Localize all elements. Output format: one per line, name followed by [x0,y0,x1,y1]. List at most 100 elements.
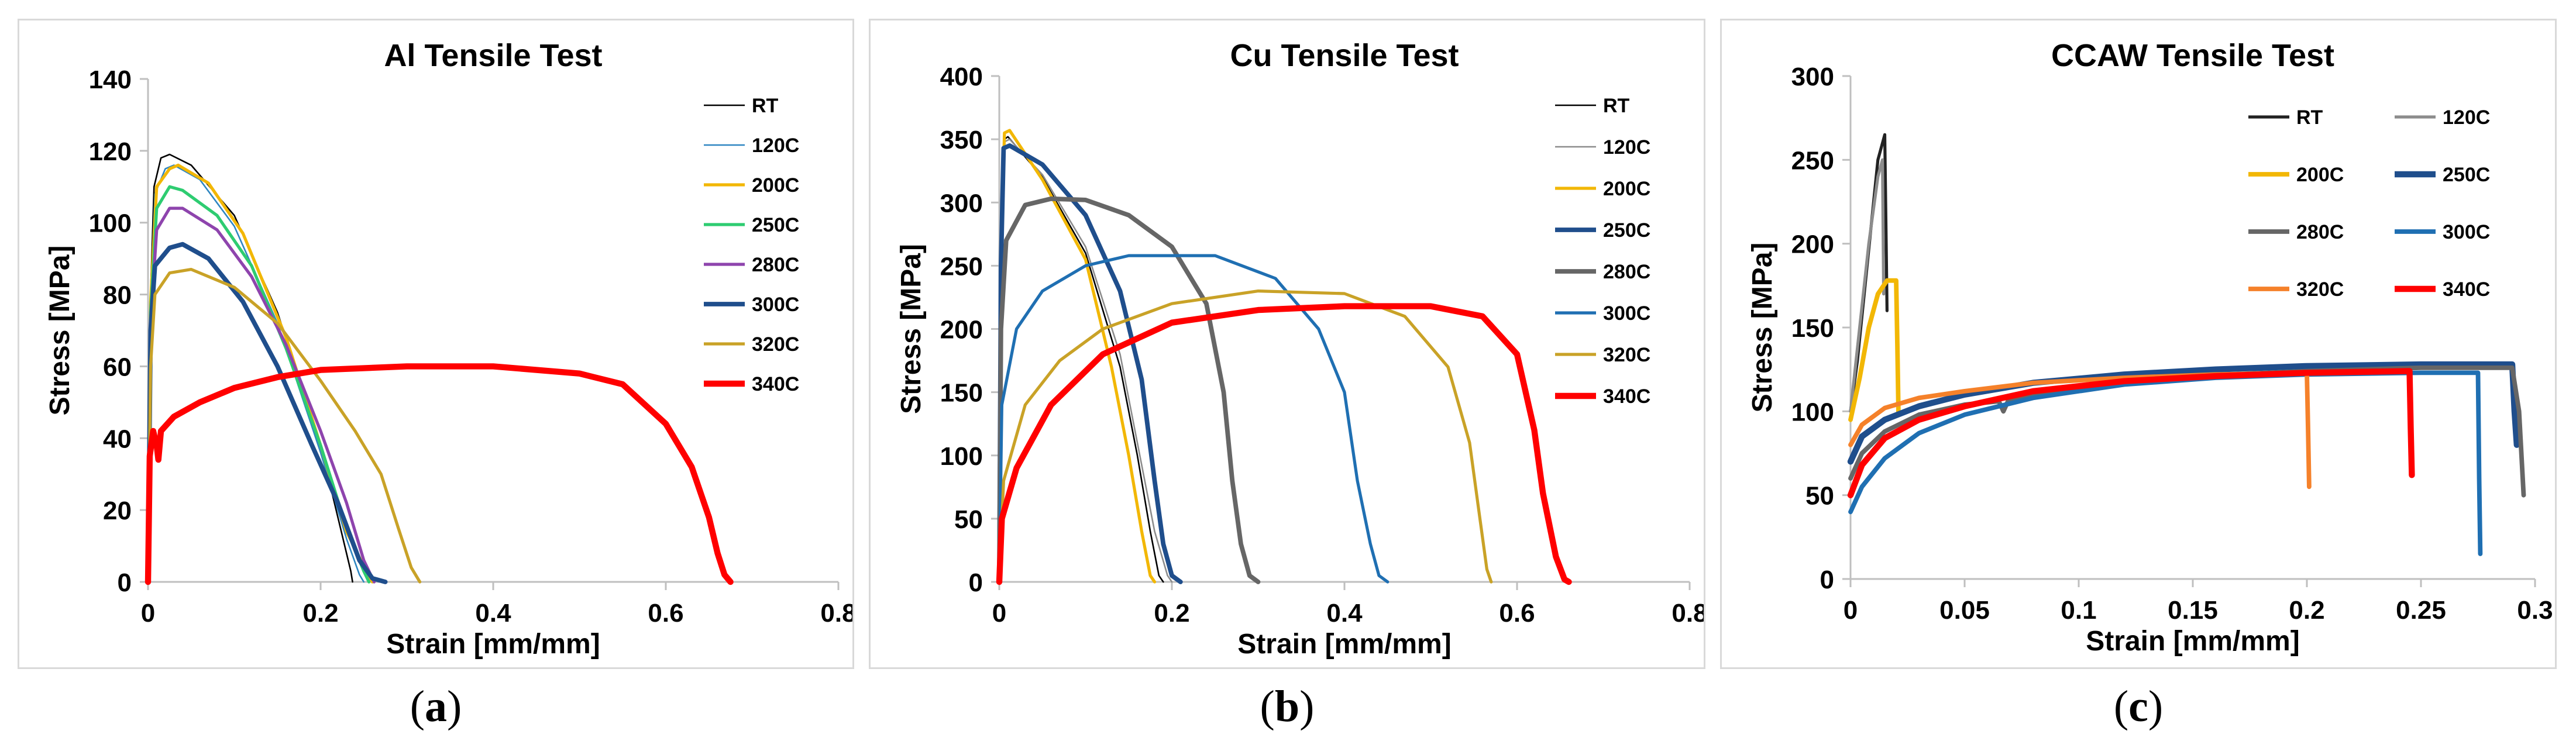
x-tick-label: 0.6 [648,599,683,628]
x-tick-label: 0.05 [1939,596,1990,625]
y-tick-label: 80 [103,281,132,310]
legend-label-rt: RT [752,95,779,117]
x-tick-label: 0.4 [475,599,511,628]
x-axis-label: Strain [mm/mm] [386,629,600,660]
y-axis-label: Stress [MPa] [896,244,927,414]
y-axis-label: Stress [MPa] [44,246,75,416]
legend-label-280c: 280C [1603,261,1650,283]
y-tick-label: 120 [89,137,132,166]
series-line-120c [147,164,365,583]
series-line-340c [996,303,1572,585]
y-tick-label: 200 [940,316,983,344]
series-line-320c [998,289,1493,584]
x-tick-label: 0 [992,599,1006,628]
y-tick-label: 100 [940,442,983,471]
legend-label-300c: 300C [2443,221,2490,243]
y-tick-label: 0 [1820,566,1834,594]
x-tick-label: 0.8 [820,599,852,628]
legend-label-120c: 120C [2443,106,2490,129]
legend-label-200c: 200C [1603,178,1650,200]
x-tick-label: 0 [1844,596,1858,625]
x-tick-label: 0 [141,599,155,628]
x-tick-label: 0.2 [1154,599,1189,628]
legend-label-120c: 120C [1603,136,1650,158]
subfigure-letter-a: a [425,682,447,731]
legend-label-rt: RT [2296,106,2323,129]
legend-label-320c: 320C [752,333,799,356]
subfigure-label-c: (c) [2113,682,2164,731]
legend-label-250c: 250C [752,214,799,236]
y-tick-label: 200 [1791,230,1834,259]
series-line-250c [1847,361,2520,465]
legend-label-280c: 280C [2296,221,2344,243]
x-tick-label: 0.2 [2289,596,2324,625]
series-line-340c [1847,368,2415,498]
chart-title: CCAW Tensile Test [2051,38,2334,73]
legend-label-250c: 250C [2443,164,2490,186]
panel-al: Al Tensile Test 0 20 40 60 80 100 120 140 0 0.2 0.4… [18,19,854,669]
series-line-280c [146,206,376,584]
subfigure-label-a: (a) [410,682,462,731]
legend-label-rt: RT [1603,95,1630,117]
series-line-300c [1848,370,2483,556]
y-tick-label: 100 [1791,398,1834,426]
legend-label-300c: 300C [752,294,799,316]
legend-label-300c: 300C [1603,302,1650,325]
chart-title: Al Tensile Test [384,38,602,73]
y-tick-label: 0 [118,568,132,597]
y-tick-label: 0 [969,568,983,597]
y-tick-label: 20 [103,497,132,525]
y-tick-label: 300 [1791,63,1834,91]
legend-label-340c: 340C [2443,278,2490,301]
y-tick-label: 250 [1791,146,1834,175]
panel-ccaw: CCAW Tensile Test 0 50 100 150 200 250 300 0 0.05… [1720,19,2557,669]
chart-al-tensile: Al Tensile Test 0 20 40 60 80 100 120 140 0 0.2 0.4… [44,38,852,660]
y-tick-label: 60 [103,353,132,381]
y-tick-label: 40 [103,425,132,453]
series-line-320c [1848,370,2312,490]
y-tick-label: 100 [89,209,132,238]
y-tick-label: 400 [940,63,983,91]
x-axis-label: Strain [mm/mm] [2086,626,2299,657]
series-line-300c [146,242,388,584]
y-tick-label: 350 [940,126,983,154]
y-axis-label: Stress [MPa] [1747,243,1778,413]
series-line-200c [1848,278,1901,422]
legend-label-200c: 200C [752,174,799,197]
legend-label-340c: 340C [1603,385,1650,408]
chart-ccaw-tensile: CCAW Tensile Test 0 50 100 150 200 250 300 0 0.05… [1747,38,2553,657]
y-tick-label: 140 [89,66,132,94]
legend-label-120c: 120C [752,135,799,157]
subfigure-letter-c: c [2128,682,2148,731]
series-line-320c [146,268,422,584]
y-tick-label: 50 [1805,482,1834,511]
x-tick-label: 0.6 [1499,599,1535,628]
chart-title: Cu Tensile Test [1230,38,1459,73]
subfigure-letter-b: b [1274,682,1300,731]
legend-label-280c: 280C [752,254,799,276]
series-line-120c [1849,158,1886,413]
y-tick-label: 150 [1791,314,1834,343]
series-line-250c [997,143,1183,584]
legend-label-250c: 250C [1603,219,1650,242]
x-axis-label: Strain [mm/mm] [1237,629,1451,660]
x-tick-label: 0.4 [1326,599,1363,628]
x-tick-label: 0.3 [2517,596,2553,625]
legend-label-200c: 200C [2296,164,2344,186]
series-line-280c [997,196,1261,584]
x-tick-label: 0.15 [2168,596,2218,625]
legend-label-340c: 340C [752,373,799,395]
y-tick-label: 50 [954,505,983,534]
y-tick-label: 250 [940,252,983,281]
x-tick-label: 0.1 [2061,596,2096,625]
x-tick-label: 0.25 [2396,596,2446,625]
series-line-300c [998,254,1390,584]
legend-label-320c: 320C [1603,344,1650,366]
chart-cu-tensile: Cu Tensile Test 0 50 100 150 200 250 300 350 400 0… [896,38,1704,660]
x-tick-label: 0.2 [302,599,338,628]
panel-cu: Cu Tensile Test 0 50 100 150 200 250 300 350 400 0… [869,19,1705,669]
series-line-280c [1848,365,2526,498]
subfigure-label-b: (b) [1260,682,1315,731]
legend-label-320c: 320C [2296,278,2344,301]
y-tick-label: 300 [940,189,983,218]
